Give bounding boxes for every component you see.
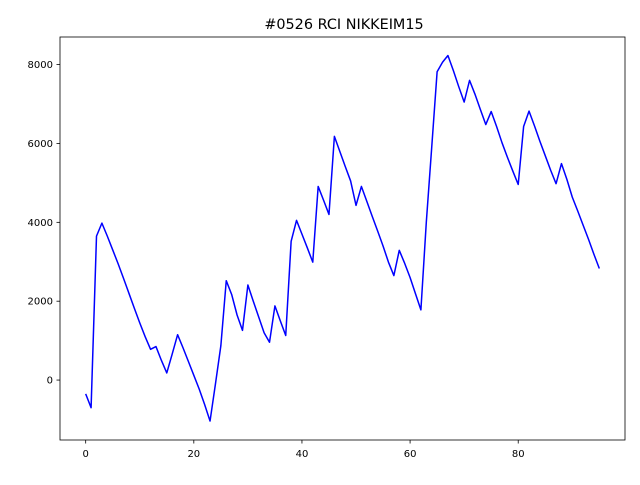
y-axis: 0 2000 4000 6000 8000 — [28, 60, 60, 386]
x-tick-label: 60 — [404, 449, 417, 460]
axes-frame — [60, 37, 625, 440]
x-tick-label: 20 — [187, 449, 200, 460]
x-tick-label: 80 — [512, 449, 525, 460]
y-tick-label: 0 — [47, 376, 53, 387]
x-tick-label: 40 — [296, 449, 309, 460]
series-line-0 — [86, 56, 600, 422]
y-tick-label: 2000 — [28, 297, 53, 308]
x-axis: 0 20 40 60 80 — [82, 440, 524, 460]
chart-title: #0526 RCI NIKKEIM15 — [264, 17, 423, 33]
y-tick-label: 6000 — [28, 139, 53, 150]
y-tick-label: 4000 — [28, 218, 53, 229]
x-tick-label: 0 — [82, 449, 88, 460]
plot-area — [86, 56, 600, 422]
y-tick-label: 8000 — [28, 60, 53, 71]
